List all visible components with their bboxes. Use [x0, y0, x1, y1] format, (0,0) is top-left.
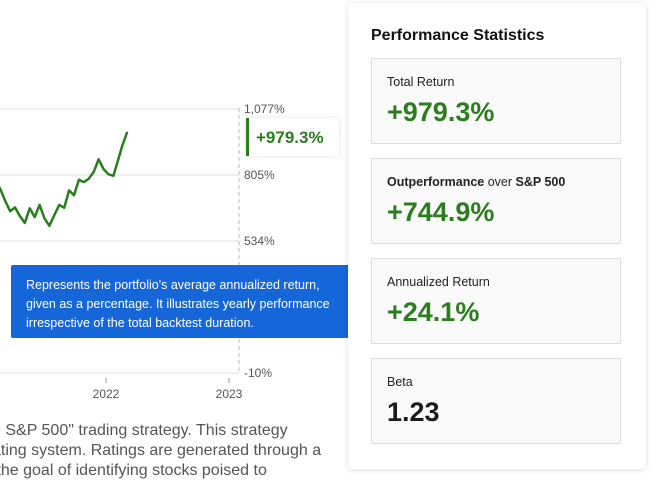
- stat-value: +744.9%: [387, 197, 494, 228]
- stat-label: Beta: [387, 375, 413, 389]
- strategy-description: e S&P 500" trading strategy. This strate…: [0, 421, 340, 481]
- stat-value: +979.3%: [387, 97, 494, 128]
- y-tick-label: 1,077%: [244, 102, 285, 116]
- performance-chart: 1,077% 805% 534% -10% 2022 2023: [0, 0, 345, 410]
- tooltip-line: given as a percentage. It illustrates ye…: [26, 295, 347, 314]
- callout-value: +979.3%: [256, 128, 324, 148]
- description-line: the goal of identifying stocks poised to: [0, 461, 340, 481]
- y-tick-label: 805%: [244, 168, 275, 182]
- description-line: e S&P 500" trading strategy. This strate…: [0, 421, 340, 441]
- stat-value: 1.23: [387, 397, 440, 428]
- y-tick-label: -10%: [244, 366, 272, 380]
- stat-label-strong: Outperformance: [387, 175, 484, 189]
- tooltip-line: irrespective of the total backtest durat…: [26, 314, 347, 333]
- stat-card-outperformance[interactable]: Outperformance over S&P 500 +744.9%: [371, 158, 621, 244]
- callout-marker: [246, 118, 249, 156]
- return-callout: +979.3%: [246, 118, 339, 156]
- panel-title: Performance Statistics: [371, 27, 544, 45]
- x-axis-ticks: 2022 2023: [93, 378, 243, 401]
- description-line: ating system. Ratings are generated thro…: [0, 441, 340, 461]
- annualized-return-tooltip: Represents the portfolio's average annua…: [11, 265, 361, 338]
- stat-label: Outperformance over S&P 500: [387, 175, 565, 189]
- stat-label: Annualized Return: [387, 275, 490, 289]
- stat-card-annualized-return[interactable]: Annualized Return +24.1%: [371, 258, 621, 344]
- performance-statistics-panel: Performance Statistics Total Return +979…: [348, 3, 646, 469]
- stat-label: Total Return: [387, 75, 454, 89]
- stat-value: +24.1%: [387, 297, 479, 328]
- tooltip-line: Represents the portfolio's average annua…: [26, 276, 347, 295]
- x-tick-label: 2022: [93, 387, 120, 401]
- stat-label-mid: over: [484, 175, 515, 189]
- stat-card-beta[interactable]: Beta 1.23: [371, 358, 621, 444]
- y-tick-label: 534%: [244, 234, 275, 248]
- strategy-line: [0, 133, 127, 269]
- x-tick-label: 2023: [216, 387, 243, 401]
- stat-label-benchmark: S&P 500: [516, 175, 566, 189]
- stat-card-total-return[interactable]: Total Return +979.3%: [371, 58, 621, 144]
